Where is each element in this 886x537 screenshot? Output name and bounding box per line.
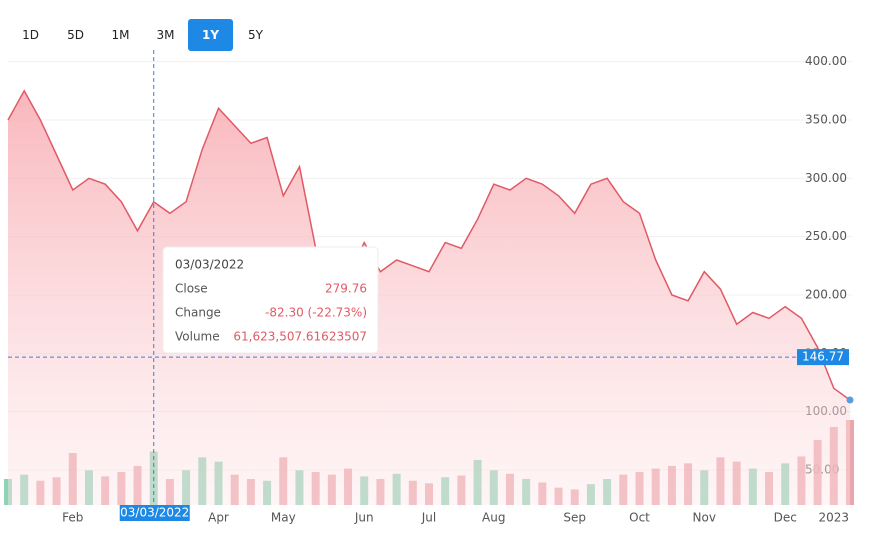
- price-area: [8, 90, 850, 506]
- range-button[interactable]: 1Y: [188, 19, 233, 51]
- x-tick-label: 2023: [819, 511, 850, 525]
- crosshair-date-box: [119, 505, 190, 521]
- tooltip: 03/03/2022 Close 279.76 Change -82.30 (-22.7…: [162, 246, 379, 354]
- x-tick-label: Sep: [563, 511, 586, 525]
- range-button[interactable]: 1D: [22, 28, 39, 42]
- last-point: [846, 396, 854, 404]
- x-tick-label: Nov: [693, 511, 716, 525]
- price-line: [7, 89, 851, 401]
- range-button[interactable]: 5D: [67, 28, 84, 42]
- x-tick-label: Jun: [354, 511, 374, 525]
- x-tick-label: Jul: [421, 511, 436, 525]
- x-tick-label: Feb: [62, 511, 83, 525]
- tooltip-label: Change: [175, 306, 221, 320]
- tooltip-value: 61,623,507.61623507: [233, 330, 367, 344]
- range-buttons: 1D 5D 1M 3M 1Y 5Y: [8, 19, 278, 51]
- y-tick-label: 250.00: [805, 229, 847, 243]
- x-tick-label: Dec: [774, 511, 797, 525]
- range-button[interactable]: 3M: [156, 28, 175, 42]
- range-button[interactable]: 5Y: [248, 28, 263, 42]
- tooltip-value: -82.30 (-22.73%): [265, 306, 367, 320]
- tooltip-date: 03/03/2022: [175, 258, 244, 272]
- y-tick-label: 400.00: [805, 54, 847, 68]
- y-tick-label: 350.00: [805, 113, 847, 127]
- x-tick-label: Aug: [482, 511, 505, 525]
- x-tick-label: Apr: [208, 511, 229, 525]
- x-tick-label: May: [271, 511, 296, 525]
- tooltip-label: Close: [175, 282, 208, 296]
- crosshair-date: 03/03/2022: [120, 506, 189, 520]
- y-tick-label: 200.00: [805, 288, 847, 302]
- tooltip-label: Volume: [175, 330, 220, 344]
- y-tick-label: 300.00: [805, 171, 847, 185]
- tooltip-value: 279.76: [325, 282, 367, 296]
- x-tick-label: Oct: [629, 511, 650, 525]
- tooltip-box: [162, 246, 379, 354]
- crosshair-price-box: [797, 349, 849, 366]
- crosshair-price: 146.77: [802, 350, 844, 364]
- range-button[interactable]: 1M: [111, 28, 130, 42]
